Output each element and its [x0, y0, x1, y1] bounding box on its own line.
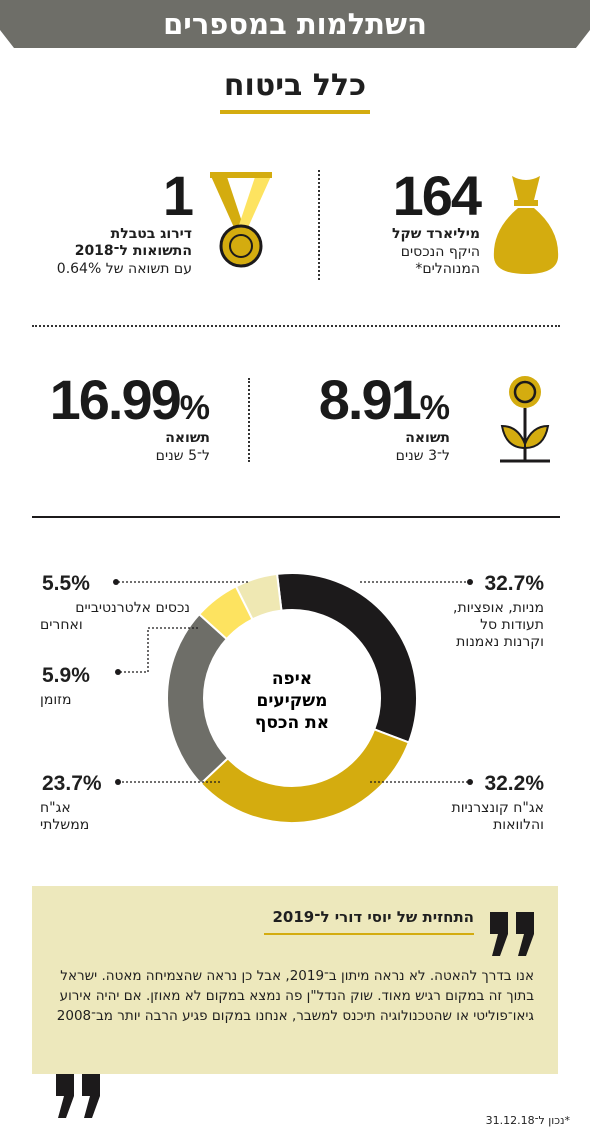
coin-plant-icon — [496, 374, 554, 466]
ret5-pct: % — [179, 389, 210, 427]
quote-mark-icon — [54, 1074, 104, 1120]
slice-value-stocks: 32.7% — [484, 572, 544, 595]
footnote: *נכון ל־31.12.18 — [485, 1114, 570, 1127]
ret3-value: 8.91 — [318, 368, 422, 431]
assets-label-bold: מיליארד שקל — [392, 226, 480, 242]
slice-value-cash: 5.9% — [42, 664, 90, 687]
header-banner: השתלמות במספרים — [0, 0, 590, 48]
slice-label-gov-bonds-2: ממשלתי — [40, 817, 90, 833]
divider-vertical-top — [318, 170, 320, 280]
banner-shape — [0, 0, 590, 48]
divider-vertical-middle — [248, 378, 250, 462]
slice-value-gov-bonds: 23.7% — [42, 772, 102, 795]
quote-mark-icon — [488, 912, 538, 958]
assets-value: 164 — [392, 164, 482, 227]
slice-label-corp-bonds-1: אג"ח קונצרניות — [451, 800, 544, 816]
rank-label-bold-2: התשואות ל־2018 — [74, 243, 192, 259]
slice-value-corp-bonds: 32.2% — [484, 772, 544, 795]
quote-title: התחזית של יוסי דורי ל־2019 — [272, 908, 474, 926]
ret3-label: ל־3 שנים — [395, 448, 450, 464]
slice-label-corp-bonds-2: והלוואות — [493, 817, 544, 833]
slice-label-alternative-1: נכסים אלטרנטיביים — [75, 600, 190, 616]
slice-value-alternative: 5.5% — [42, 572, 90, 595]
assets-label-1: היקף הנכסים — [400, 244, 480, 260]
company-underline — [220, 110, 370, 114]
chart-title-line-2: משקיעים — [257, 691, 328, 711]
pie-slice-alternative — [234, 572, 283, 621]
slice-label-gov-bonds-1: אג"ח — [40, 800, 71, 816]
rank-value: 1 — [162, 164, 194, 227]
ret5-label-bold: תשואה — [165, 430, 210, 446]
company-name: כלל ביטוח — [223, 68, 367, 103]
rank-label: עם תשואה של 0.64% — [56, 261, 192, 277]
quote-title-underline — [264, 933, 474, 935]
chart-title-line-3: את הכסף — [255, 713, 329, 733]
ret5-value: 16.99 — [49, 368, 182, 431]
leader-dot-corp-bonds — [467, 779, 473, 785]
assets-label-2: המנוהלים* — [415, 261, 480, 277]
rank-label-bold-1: דירוג בטבלת — [110, 226, 192, 242]
leader-line-cash — [118, 627, 198, 673]
divider-horizontal-solid — [32, 516, 560, 518]
pie-chart: איפה משקיעים את הכסף — [113, 572, 473, 824]
slice-label-cash: מזומן — [40, 692, 72, 708]
money-bag-icon — [490, 170, 562, 280]
ret5-label: ל־5 שנים — [155, 448, 210, 464]
quote-box: התחזית של יוסי דורי ל־2019 אנו בדרך להאט… — [32, 886, 558, 1074]
leader-dot-stocks — [467, 579, 473, 585]
slice-label-stocks-2: תעודות סל — [480, 617, 544, 633]
slice-label-stocks-3: וקרנות נאמנות — [456, 634, 544, 650]
slice-label-stocks-1: מניות, אופציות, — [453, 600, 544, 616]
pie-slice-corp-bonds — [199, 728, 411, 824]
slice-label-alternative-2: ואחרים — [40, 617, 83, 633]
ret3-value-group: 8.91% — [300, 372, 450, 442]
medal-icon — [206, 170, 276, 276]
ret5-value-group: 16.99% — [20, 372, 210, 442]
page-title: השתלמות במספרים — [163, 7, 427, 41]
quote-text: אנו בדרך להאטה. לא נראה מיתון ב־2019, אב… — [56, 968, 534, 1024]
leader-dot-gov-bonds — [115, 779, 121, 785]
chart-title-line-1: איפה — [272, 669, 312, 689]
divider-horizontal-dotted — [32, 325, 560, 327]
ret3-pct: % — [419, 389, 450, 427]
leader-dot-alternative — [113, 579, 119, 585]
ret3-label-bold: תשואה — [405, 430, 450, 446]
leader-dot-cash — [115, 669, 121, 675]
